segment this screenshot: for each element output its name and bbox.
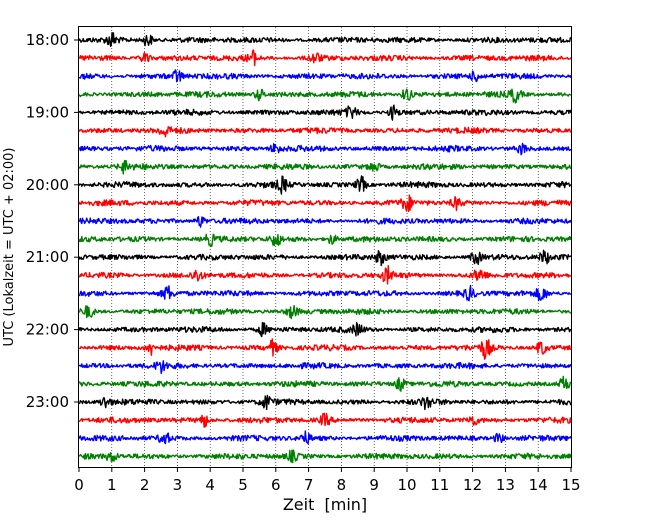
- x-tick-label: 4: [205, 476, 215, 494]
- y-axis-ticks: 18:00 19:00 20:00 21:00 22:00 23:00: [26, 31, 79, 411]
- x-tick-label: 14: [529, 476, 548, 494]
- seismic-trace: [78, 49, 572, 67]
- seismic-trace: [78, 338, 572, 360]
- x-tick-label: 5: [238, 476, 248, 494]
- x-tick-label: 7: [304, 476, 314, 494]
- y-tick-label: 20:00: [26, 176, 69, 194]
- seismic-trace: [78, 394, 572, 411]
- seismic-trace: [78, 249, 572, 267]
- vertical-grid: [111, 27, 539, 467]
- y-tick-label: 22:00: [26, 321, 69, 339]
- plot-frame: [78, 26, 572, 468]
- seismic-trace: [78, 430, 572, 445]
- seismic-trace: [78, 264, 572, 285]
- y-tick-label: 18:00: [26, 31, 69, 49]
- x-tick-label: 2: [140, 476, 150, 494]
- x-tick-label: 9: [369, 476, 379, 494]
- seismic-trace: [78, 142, 572, 156]
- seismic-trace: [78, 412, 572, 428]
- seismic-trace: [78, 159, 572, 175]
- y-axis-label: UTC (Lokalzeit = UTC + 02:00): [2, 148, 17, 347]
- seismic-trace: [78, 194, 572, 212]
- x-tick-label: 10: [397, 476, 416, 494]
- x-tick-label: 11: [430, 476, 449, 494]
- x-tick-label: 12: [463, 476, 482, 494]
- seismic-trace: [78, 284, 572, 302]
- seismic-trace: [78, 449, 572, 464]
- x-tick-label: 8: [337, 476, 347, 494]
- seismic-trace: [78, 304, 572, 320]
- seismic-trace: [78, 216, 572, 228]
- x-tick-label: 6: [271, 476, 281, 494]
- x-axis-ticks: 0 1 2 3 4 5 6 7 8 9 10 11 12 13 14 15: [74, 467, 581, 494]
- seismic-trace: [78, 321, 572, 338]
- seismic-trace: [78, 175, 572, 195]
- x-tick-label: 13: [496, 476, 515, 494]
- seismic-trace: [78, 375, 572, 392]
- seismic-trace: [78, 233, 572, 248]
- x-axis-label: Zeit [min]: [283, 495, 367, 514]
- seismic-trace: [78, 88, 572, 104]
- y-tick-label: 21:00: [26, 248, 69, 266]
- seismic-traces: [78, 31, 572, 464]
- x-tick-label: 0: [74, 476, 84, 494]
- y-tick-label: 23:00: [26, 393, 69, 411]
- x-tick-label: 1: [107, 476, 117, 494]
- seismic-trace: [78, 69, 572, 83]
- seismic-trace: [78, 360, 572, 375]
- seismic-trace: [78, 126, 572, 138]
- x-tick-label: 3: [173, 476, 183, 494]
- y-tick-label: 19:00: [26, 103, 69, 121]
- seismic-trace: [78, 31, 571, 47]
- x-tick-label: 15: [561, 476, 580, 494]
- seismic-trace: [78, 104, 572, 121]
